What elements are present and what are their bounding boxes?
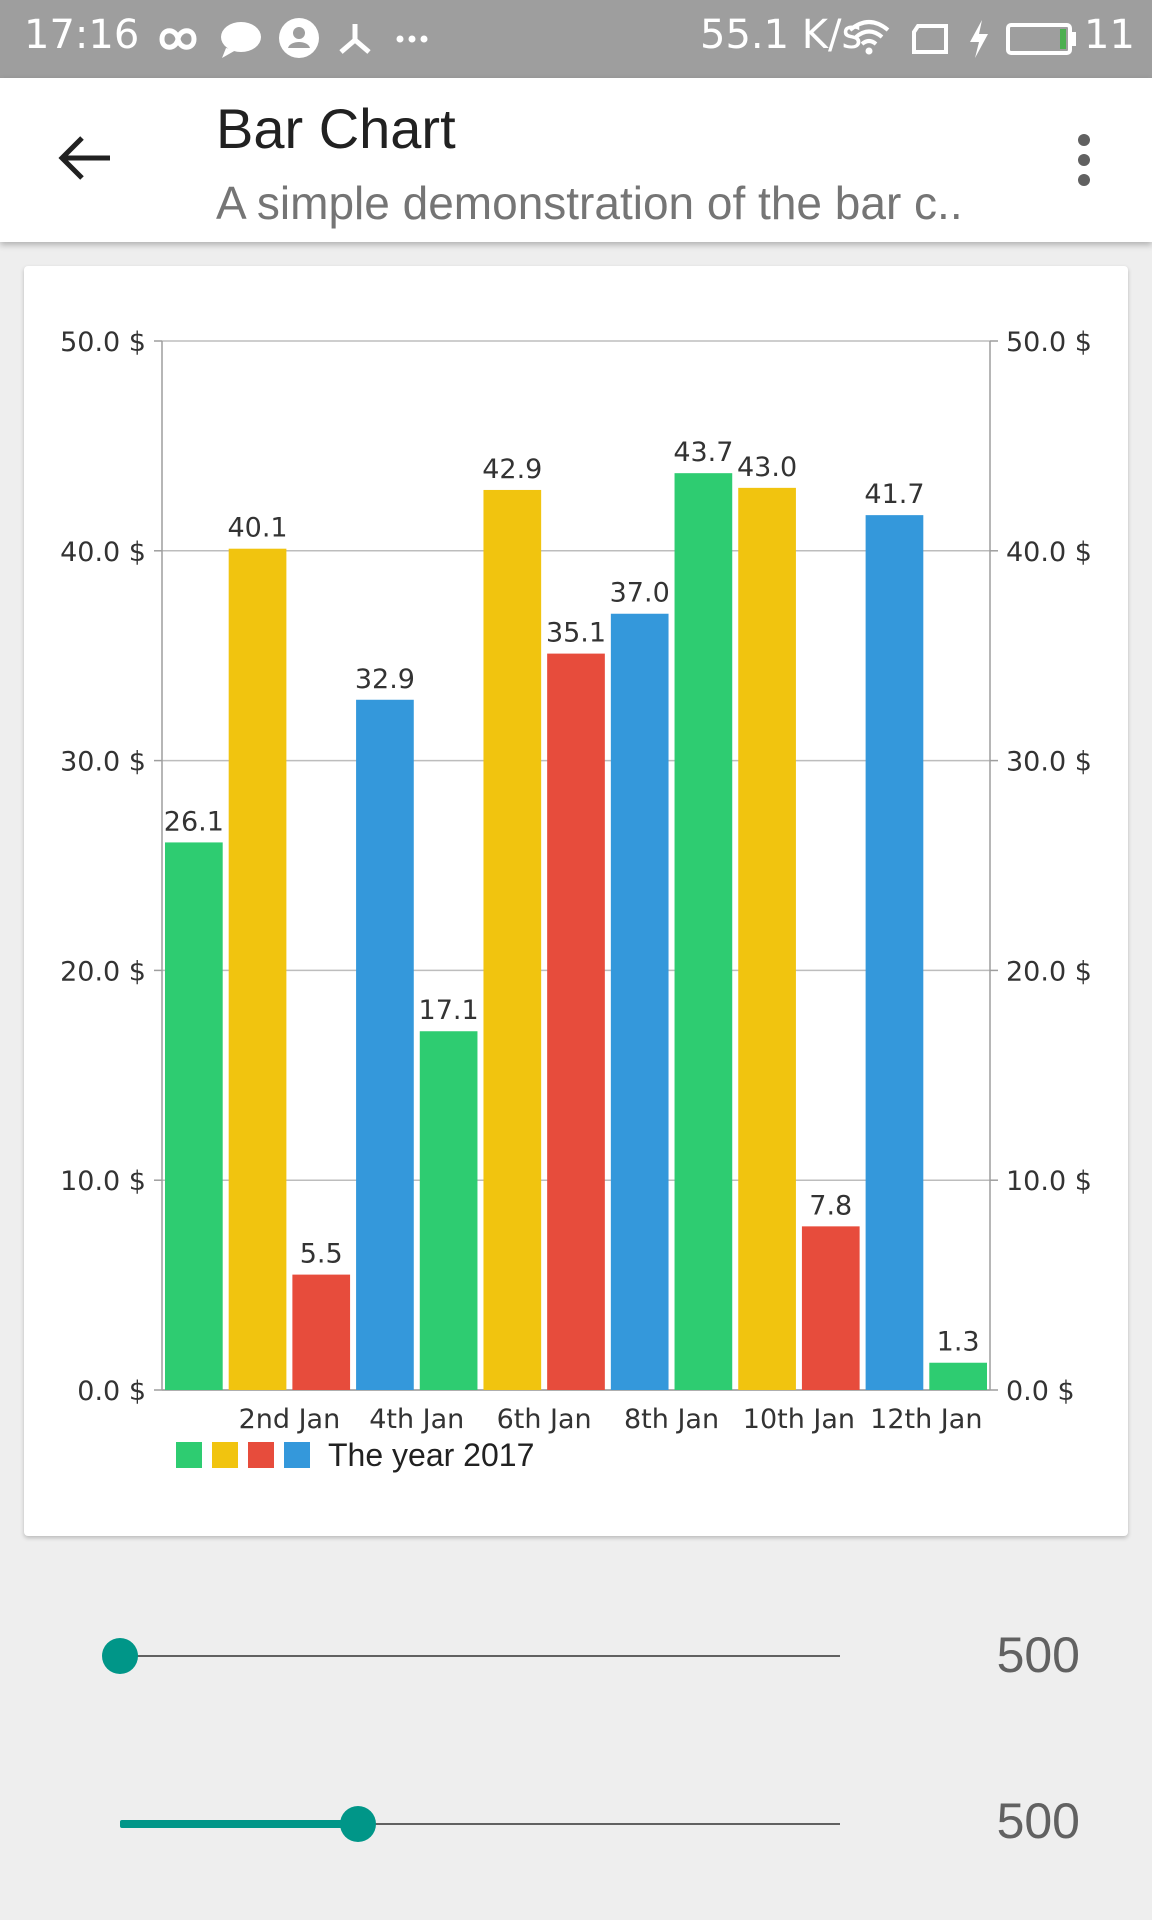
bar	[356, 699, 414, 1390]
x-tick-label: 10th Jan	[743, 1404, 855, 1435]
x-tick-label: 2nd Jan	[239, 1404, 341, 1435]
value-label: 40.1	[227, 513, 287, 544]
y-tick-label-right: 30.0 $	[1006, 747, 1092, 778]
bar	[292, 1274, 351, 1390]
app-bar: Bar Chart A simple demonstration of the …	[0, 78, 1152, 242]
value-label: 26.1	[164, 806, 224, 837]
y-tick-label: 40.0 $	[60, 537, 146, 568]
value-label: 32.9	[355, 664, 415, 695]
battery-icon	[1006, 23, 1076, 55]
overflow-menu-button[interactable]	[1064, 130, 1104, 190]
bar	[865, 515, 924, 1390]
y-tick-label-right: 20.0 $	[1006, 956, 1092, 987]
value-label: 41.7	[864, 479, 924, 510]
bar	[483, 489, 542, 1390]
more-notifications-icon	[396, 35, 428, 43]
legend-swatch	[212, 1442, 238, 1468]
slider-x-count[interactable]	[102, 1626, 840, 1686]
bar	[929, 1362, 987, 1390]
infinity-icon	[159, 28, 197, 50]
value-label: 37.0	[610, 578, 670, 609]
value-label: 7.8	[809, 1190, 852, 1221]
y-tick-label-right: 40.0 $	[1006, 537, 1092, 568]
slider-y-range[interactable]	[110, 1794, 840, 1854]
chart-card: 0.0 $ 0.0 $ 10.0 $ 10.0 $ 20.0 $ 20.0 $ 30.0 $…	[24, 266, 1128, 1536]
legend-swatch	[248, 1442, 274, 1468]
slider-x-value: 500	[996, 1627, 1080, 1683]
bar	[165, 842, 223, 1390]
y-tick-label-right: 10.0 $	[1006, 1166, 1092, 1197]
page-subtitle: A simple demonstration of the bar c..	[216, 177, 963, 229]
slider-track	[120, 1655, 840, 1657]
value-label: 42.9	[482, 454, 542, 485]
account-icon	[279, 18, 319, 58]
slider-fill	[120, 1820, 358, 1828]
bar	[674, 473, 733, 1390]
charging-icon	[970, 20, 988, 58]
x-tick-label: 4th Jan	[369, 1404, 464, 1435]
chat-icon	[221, 22, 261, 58]
y-tick-label: 30.0 $	[60, 747, 146, 778]
value-label: 35.1	[546, 618, 606, 649]
x-tick-label: 6th Jan	[497, 1404, 592, 1435]
bar-chart[interactable]: 0.0 $ 0.0 $ 10.0 $ 10.0 $ 20.0 $ 20.0 $ 30.0 $…	[24, 266, 1128, 1536]
bar	[801, 1226, 860, 1390]
battery-level: 11	[1084, 12, 1135, 58]
legend-swatch	[284, 1442, 310, 1468]
slider-thumb[interactable]	[339, 1806, 376, 1842]
screen-rotation-icon	[912, 24, 948, 54]
y-tick-label-right: 50.0 $	[1006, 327, 1092, 358]
back-button[interactable]	[44, 126, 124, 190]
y-tick-label-right: 0.0 $	[1006, 1376, 1075, 1407]
slider-y-value: 500	[996, 1793, 1080, 1849]
y-tick-label: 20.0 $	[60, 956, 146, 987]
status-bar: 17:16 55.1 K/s 11	[0, 0, 1152, 78]
hotspot-icon	[339, 24, 371, 54]
value-label: 1.3	[937, 1327, 980, 1358]
bar	[419, 1031, 478, 1390]
network-speed: 55.1 K/s	[700, 12, 863, 58]
legend-swatch	[176, 1442, 202, 1468]
y-tick-label: 10.0 $	[60, 1166, 146, 1197]
bar	[228, 548, 287, 1390]
status-time: 17:16	[24, 12, 140, 58]
x-tick-label: 8th Jan	[624, 1404, 719, 1435]
slider-thumb[interactable]	[102, 1638, 138, 1674]
value-label: 43.0	[737, 452, 797, 483]
bar	[610, 613, 669, 1390]
slider-track	[120, 1823, 840, 1825]
value-label: 17.1	[419, 995, 479, 1026]
bar	[547, 653, 605, 1390]
more-vert-icon	[1078, 134, 1090, 186]
page-title: Bar Chart	[216, 97, 456, 160]
value-label: 5.5	[300, 1239, 343, 1270]
legend-label: The year 2017	[328, 1437, 534, 1473]
wifi-icon	[848, 20, 890, 55]
y-tick-label: 50.0 $	[60, 327, 146, 358]
bar	[738, 487, 796, 1390]
arrow-back-icon	[58, 136, 110, 180]
y-tick-label: 0.0 $	[77, 1376, 146, 1407]
value-label: 43.7	[673, 437, 733, 468]
x-tick-label: 12th Jan	[870, 1404, 982, 1435]
